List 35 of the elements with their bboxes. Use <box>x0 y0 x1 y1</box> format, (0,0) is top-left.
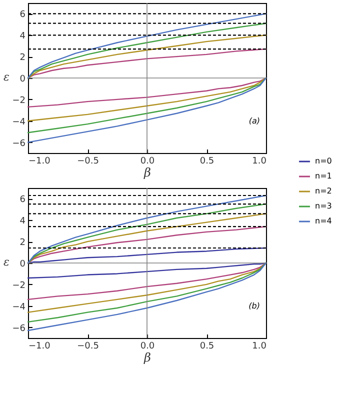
y-tick-label: −2 <box>12 280 26 291</box>
y-tick-label: 2 <box>20 53 26 64</box>
y-tick-label: 4 <box>20 32 26 42</box>
x-tick-label: −0.5 <box>77 156 99 166</box>
x-tick-label: 0.0 <box>140 156 155 166</box>
y-tick-label: 4 <box>20 216 26 227</box>
legend-label: n=4 <box>315 216 332 226</box>
legend-label: n=2 <box>315 186 332 196</box>
y-tick-label: −4 <box>12 117 26 128</box>
x-tick-label: 0.0 <box>140 342 155 352</box>
legend-label: n=3 <box>315 202 332 210</box>
x-tick-label: 1.0 <box>252 156 267 166</box>
annotation: (b) <box>248 302 260 310</box>
y-tick-label: 2 <box>20 238 26 248</box>
x-tick-label: −1.0 <box>28 156 51 166</box>
legend-label: n=1 <box>315 172 332 180</box>
y-axis-title: ε <box>4 70 10 84</box>
x-axis-title: β <box>143 166 152 180</box>
y-tick-label: −6 <box>12 324 26 334</box>
annotation: (a) <box>248 116 260 126</box>
y-tick-label: 6 <box>20 195 26 206</box>
x-tick-label: −0.5 <box>77 342 99 352</box>
x-tick-label: 1.0 <box>252 342 267 352</box>
y-tick-label: −4 <box>12 302 26 312</box>
x-tick-label: 0.5 <box>200 342 214 352</box>
x-axis-title: β <box>143 350 152 364</box>
y-tick-label: 0 <box>20 260 26 270</box>
x-tick-label: 0.5 <box>200 156 214 166</box>
y-tick-label: −6 <box>12 138 26 149</box>
legend-label: n=0 <box>315 156 332 166</box>
y-tick-label: 0 <box>20 74 26 84</box>
x-tick-label: −1.0 <box>28 342 51 352</box>
y-tick-label: 6 <box>20 10 26 20</box>
y-tick-label: −2 <box>12 96 26 106</box>
y-axis-title: ε <box>4 256 10 268</box>
